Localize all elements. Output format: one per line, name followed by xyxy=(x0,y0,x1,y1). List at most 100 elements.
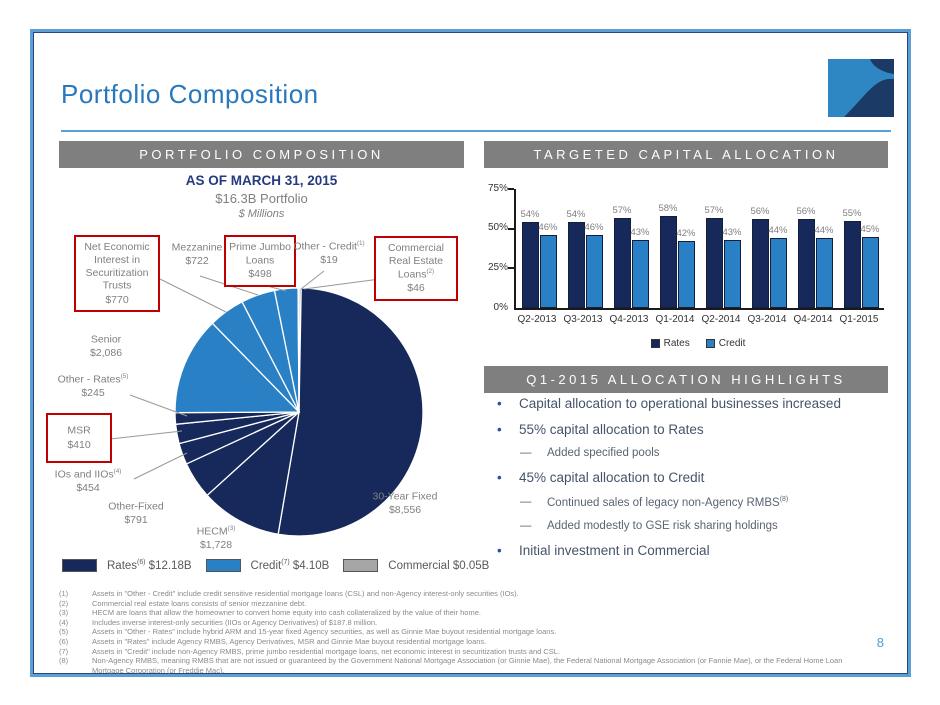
bar-x-axis-labels: Q2-2013 Q3-2013 Q4-2013 Q1-2014 Q2-2014 Q3-20… xyxy=(514,314,882,325)
highlight-subitem: Added specified pools xyxy=(484,447,898,460)
portfolio-composition-header: PORTFOLIO COMPOSITION xyxy=(59,141,464,168)
bar-value-label: 57% xyxy=(612,204,632,216)
highlight-subitem: Continued sales of legacy non-Agency RMB… xyxy=(484,496,898,510)
bar-rates xyxy=(843,220,861,308)
highlight-item: Capital allocation to operational busine… xyxy=(484,396,898,412)
x-axis-label: Q3-2014 xyxy=(747,314,787,325)
pie-label-mezzanine: Mezzanine $722 xyxy=(171,241,223,268)
page-number: 8 xyxy=(876,635,884,650)
bar-group: 54% 46% xyxy=(516,209,562,308)
x-axis-label: Q4-2014 xyxy=(793,314,833,325)
bar-value-label: 43% xyxy=(722,226,742,238)
footnote: (3) HECM are loans that allow the homeown… xyxy=(59,608,481,618)
legend-item-credit: Credit(7) $4.10B xyxy=(205,559,329,572)
footnote: (6) Assets in "Rates" include Agency RMBS… xyxy=(59,636,487,646)
footnote: (5) Assets in "Other - Rates" include hyb… xyxy=(59,627,557,637)
bar-value-label: 43% xyxy=(630,226,650,238)
bar-rates xyxy=(521,222,539,308)
pie-slice xyxy=(297,287,300,413)
axis-tick xyxy=(508,267,514,269)
x-axis-label: Q2-2014 xyxy=(701,314,741,325)
bar-value-label: 58% xyxy=(658,202,678,214)
bar-group: 55% 45% xyxy=(838,208,884,308)
bar-value-label: 54% xyxy=(566,209,586,221)
bar-credit xyxy=(815,238,833,308)
pie-label-msr: MSR $410 xyxy=(46,413,112,463)
bar-credit xyxy=(585,235,603,308)
bar-value-label: 45% xyxy=(860,223,880,235)
footnote: (8) Non-Agency RMBS, meaning RMBS that ar… xyxy=(59,656,843,675)
bar-credit xyxy=(861,236,879,308)
x-axis-label: Q4-2013 xyxy=(609,314,649,325)
x-axis-label: Q3-2013 xyxy=(563,314,603,325)
bar-value-label: 44% xyxy=(768,225,788,237)
as-of-date: AS OF MARCH 31, 2015 xyxy=(185,173,338,188)
pie-label-other-fixed: Other-Fixed $791 xyxy=(108,500,164,527)
bar-value-label: 46% xyxy=(584,222,604,234)
bar-value-label: 44% xyxy=(814,225,834,237)
footnote: (4) Includes inverse interest-only securi… xyxy=(59,617,378,627)
pie-label-ios-iios: IOs and IIOs(4) $454 xyxy=(54,468,122,495)
pie-slice xyxy=(206,410,300,535)
targeted-capital-allocation-header: TARGETED CAPITAL ALLOCATION xyxy=(484,141,888,168)
bar-chart-plot-area: 54% 46% 54% 46% 57% 43% 58% 42% 57% 43% 56% 44% 56% 4… xyxy=(508,188,884,310)
credit-swatch xyxy=(705,339,715,348)
pie-label-net-economic-interest: Net Economic Interest in Securitization … xyxy=(74,235,160,313)
bar-credit xyxy=(631,239,649,308)
bar-group: 56% 44% xyxy=(746,206,792,308)
pie-leader-lines xyxy=(109,270,381,480)
units-label: $ Millions xyxy=(238,208,285,220)
x-axis-label: Q1-2014 xyxy=(655,314,695,325)
bar-group: 56% 44% xyxy=(792,206,838,308)
footnote: (7) Assets in "Credit" include non-Agency… xyxy=(59,646,561,656)
bar-value-label: 42% xyxy=(676,228,696,240)
pie-chart xyxy=(174,287,424,537)
bar-rates xyxy=(797,219,815,308)
pie-legend: Rates(6) $12.18B Credit(7) $4.10B Commer… xyxy=(62,559,489,572)
y-tick-25: 25% xyxy=(487,262,508,273)
allocation-highlights-header: Q1-2015 ALLOCATION HIGHLIGHTS xyxy=(484,366,888,393)
bar-groups: 54% 46% 54% 46% 57% 43% 58% 42% 57% 43% 56% 44% 56% 4… xyxy=(516,189,884,308)
y-tick-0: 0% xyxy=(493,302,508,313)
commercial-swatch xyxy=(343,559,379,572)
footnote: (2) Commercial real estate loans consists… xyxy=(59,598,307,608)
highlight-item: Initial investment in Commercial xyxy=(484,543,898,559)
highlight-subitem: Added modestly to GSE risk sharing holdi… xyxy=(484,520,898,533)
slide: Portfolio Composition PORTFOLIO COMPOSIT… xyxy=(33,32,908,675)
pie-slice xyxy=(277,287,424,537)
bar-chart-legend: Rates Credit xyxy=(514,338,882,349)
pie-label-commercial-real-estate: Commercial Real Estate Loans(2) $46 xyxy=(374,236,458,301)
bar-credit xyxy=(539,235,557,308)
bar-credit xyxy=(677,241,695,308)
pie-label-30-year-fixed: 30-Year Fixed $8,556 xyxy=(372,490,438,517)
axis-tick xyxy=(508,228,514,230)
bar-value-label: 55% xyxy=(842,207,862,219)
axis-tick xyxy=(508,188,514,190)
pie-label-other-rates: Other - Rates(5) $245 xyxy=(57,373,129,400)
bar-value-label: 56% xyxy=(750,206,770,218)
page-title: Portfolio Composition xyxy=(61,79,319,109)
bar-value-label: 46% xyxy=(538,222,558,234)
x-axis-label: Q1-2015 xyxy=(839,314,879,325)
credit-swatch xyxy=(205,559,241,572)
highlights-list: Capital allocation to operational busine… xyxy=(484,396,898,569)
title-divider xyxy=(61,130,891,132)
footnote: (1) Assets in "Other - Credit" include cr… xyxy=(59,589,519,598)
bar-group: 54% 46% xyxy=(562,209,608,308)
bar-value-label: 57% xyxy=(704,204,724,216)
pie-label-hecm: HECM(3) $1,728 xyxy=(196,525,236,552)
pie-label-senior: Senior $2,086 xyxy=(89,333,123,360)
bar-value-label: 56% xyxy=(796,206,816,218)
bar-rates xyxy=(659,215,677,308)
bar-group: 58% 42% xyxy=(654,203,700,308)
highlight-item: 55% capital allocation to Rates xyxy=(484,422,898,438)
pie-label-prime-jumbo: Prime Jumbo Loans $498 xyxy=(224,235,296,287)
bar-rates xyxy=(751,219,769,308)
x-axis-label: Q2-2013 xyxy=(517,314,557,325)
pie-label-other-credit: Other - Credit(1) $19 xyxy=(293,240,365,267)
bar-group: 57% 43% xyxy=(608,205,654,308)
rates-swatch xyxy=(62,559,97,572)
bar-rates xyxy=(567,222,585,308)
bar-credit xyxy=(769,238,787,308)
